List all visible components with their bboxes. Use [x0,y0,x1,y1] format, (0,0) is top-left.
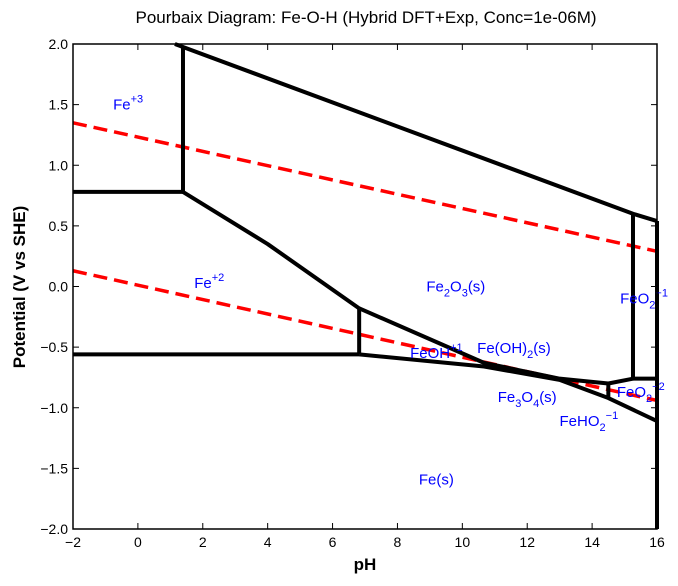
region-label: Fe(s) [419,471,454,488]
x-axis-label: pH [354,555,377,574]
region-label: Fe2O3(s) [426,279,485,300]
x-tick-label: 16 [649,534,665,550]
phase-boundary-7 [358,352,658,423]
region-label: Fe(OH)2(s) [477,340,551,361]
y-tick-label: −2.0 [40,521,68,537]
region-label: Fe3O4(s) [498,389,557,410]
region-label: FeO2−1 [620,288,668,312]
x-tick-label: 14 [584,534,600,550]
x-tick-label: 6 [329,534,337,550]
x-tick-label: 10 [455,534,471,550]
region-label: FeHO2−1 [560,410,619,434]
x-tick-label: 0 [134,534,142,550]
y-tick-label: 1.5 [49,97,69,113]
phase-boundary-3 [181,190,361,310]
y-tick-label: 0.0 [49,279,69,295]
x-tick-label: 8 [394,534,402,550]
x-tick-label: 2 [199,534,207,550]
y-tick-label: 0.5 [49,218,69,234]
x-tick-label: 4 [264,534,272,550]
x-tick-label: 12 [519,534,535,550]
y-tick-label: −0.5 [40,339,68,355]
y-tick-label: −1.5 [40,460,68,476]
region-label: FeO2−2 [617,381,665,405]
water-stability-line-1 [72,269,658,403]
y-tick-label: −1.0 [40,400,68,416]
phase-boundary-0 [174,42,658,223]
chart-title: Pourbaix Diagram: Fe-O-H (Hybrid DFT+Exp… [135,8,596,27]
y-tick-label: 2.0 [49,36,69,52]
x-tick-label: −2 [65,534,81,550]
water-stability-line-0 [72,121,658,254]
region-label: Fe+3 [113,94,143,114]
y-axis-label: Potential (V vs SHE) [10,206,29,368]
y-tick-label: 1.0 [49,157,69,173]
region-label: FeOH+1 [410,342,463,362]
region-label: Fe+2 [194,272,224,292]
plot-frame [72,43,658,530]
